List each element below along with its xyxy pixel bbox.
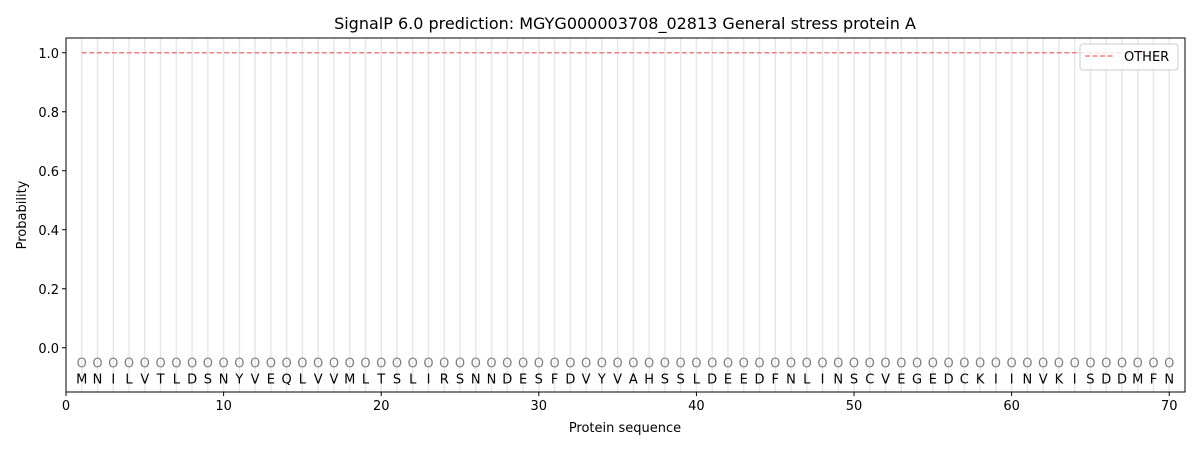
- plot-frame: [65, 37, 1186, 393]
- y-tick-label: 0.4: [38, 224, 59, 239]
- x-tick-label: 40: [688, 399, 705, 414]
- x-tick-label: 0: [62, 399, 70, 414]
- x-tick-label: 50: [846, 399, 863, 414]
- predicted-labels: OOOOOOOOOOOOOOOOOOOOOOOOOOOOOOOOOOOOOOOO…: [77, 357, 1175, 372]
- x-tick-label: 70: [1161, 399, 1178, 414]
- x-axis-label: Protein sequence: [569, 421, 681, 436]
- x-tick-label: 30: [531, 399, 548, 414]
- legend: OTHER: [1079, 43, 1179, 71]
- legend-label-other: OTHER: [1124, 50, 1169, 65]
- x-tick-label: 60: [1003, 399, 1020, 414]
- y-tick-label: 0.2: [38, 283, 59, 298]
- residue-sequence: MNILVTLDSNYVEQLVVMLTSLIRSNNDESFDVYVAHSSL…: [76, 372, 1174, 387]
- y-tick-label: 0.8: [38, 106, 59, 121]
- y-tick-label: 0.0: [38, 342, 59, 357]
- x-tick-label: 20: [373, 399, 390, 414]
- y-tick-label: 1.0: [38, 47, 59, 62]
- y-axis-label: Probability: [15, 180, 30, 249]
- x-tick-label: 10: [215, 399, 232, 414]
- y-axis: 0.0 0.2 0.4 0.6 0.8 1.0: [38, 47, 66, 357]
- x-axis: 0 10 20 30 40 50 60 70: [62, 392, 1178, 414]
- legend-box: [1079, 43, 1179, 71]
- chart-title: SignalP 6.0 prediction: MGYG000003708_02…: [334, 14, 916, 34]
- grid-lines: [81, 38, 1170, 392]
- y-tick-label: 0.6: [38, 165, 59, 180]
